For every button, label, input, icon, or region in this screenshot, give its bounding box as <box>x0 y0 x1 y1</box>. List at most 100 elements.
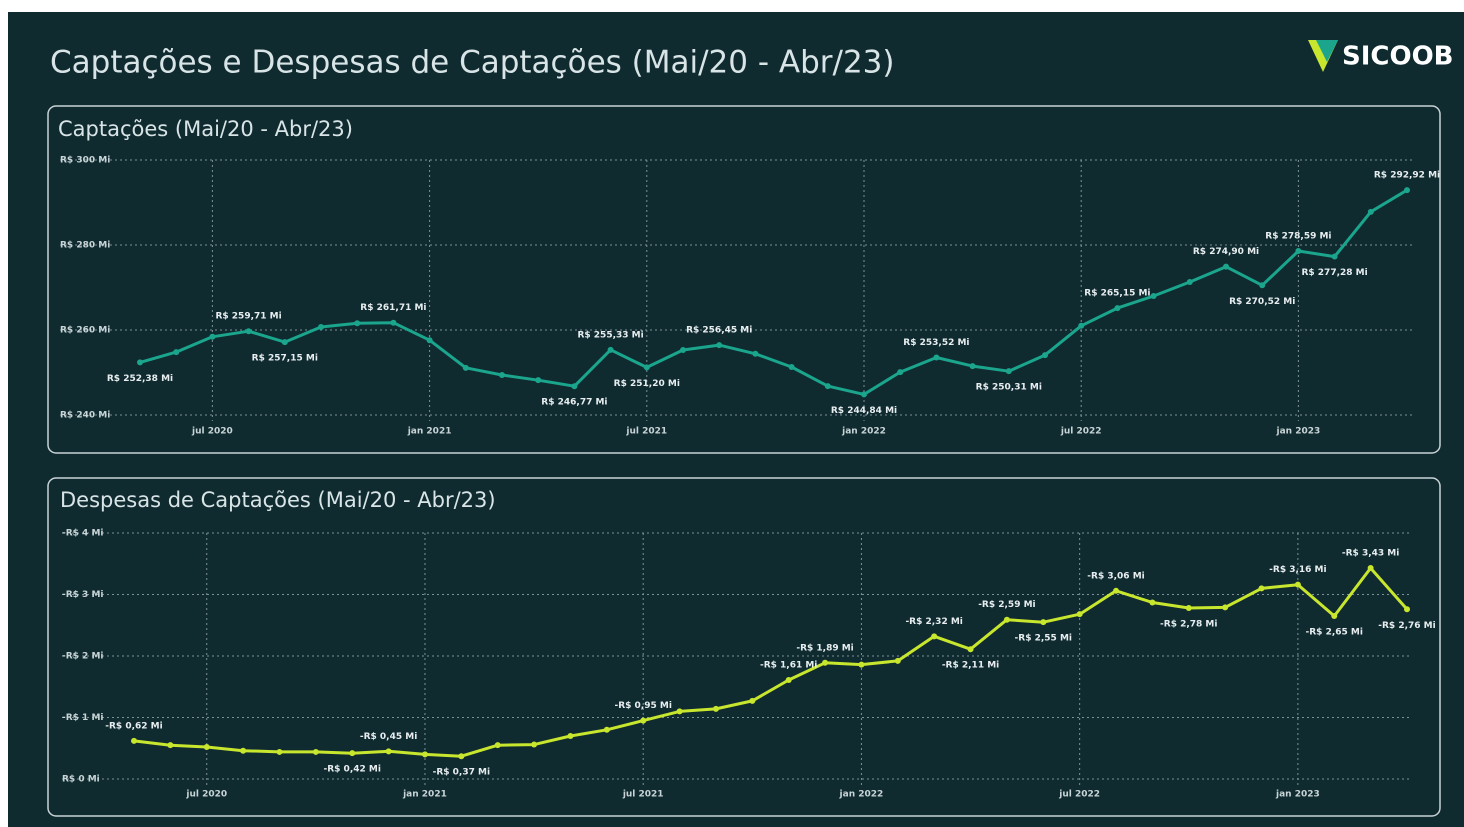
data-point <box>1005 368 1012 375</box>
data-point <box>531 741 538 748</box>
data-point <box>1294 581 1301 588</box>
x-tick-label: jul 2021 <box>625 427 667 437</box>
data-point <box>390 319 397 326</box>
y-tick-label: R$ 240 Mi <box>60 411 110 421</box>
data-label: -R$ 0,45 Mi <box>360 732 417 742</box>
data-label: -R$ 0,42 Mi <box>324 765 381 775</box>
panel <box>47 105 1441 454</box>
data-point <box>494 742 501 749</box>
panel <box>47 477 1441 817</box>
y-tick-label: -R$ 3 Mi <box>62 590 104 600</box>
data-label: R$ 274,90 Mi <box>1193 247 1259 257</box>
data-point <box>426 337 433 344</box>
data-point <box>137 359 143 366</box>
data-point <box>1259 282 1266 289</box>
y-tick-label: R$ 260 Mi <box>60 326 110 336</box>
data-point <box>1295 247 1302 254</box>
data-point <box>1076 611 1083 618</box>
data-point <box>788 363 795 370</box>
data-point <box>680 346 686 353</box>
data-point <box>458 753 465 760</box>
y-tick-label: R$ 280 Mi <box>60 241 110 251</box>
data-label: -R$ 3,06 Mi <box>1087 571 1144 581</box>
panel-title: Captações (Mai/20 - Abr/23) <box>58 117 353 141</box>
data-label: -R$ 0,37 Mi <box>433 768 490 778</box>
data-point <box>1222 604 1229 611</box>
data-label: -R$ 2,65 Mi <box>1306 628 1363 638</box>
data-point <box>203 744 210 751</box>
series-line <box>139 188 1408 396</box>
y-tick-label: -R$ 2 Mi <box>62 652 104 662</box>
data-label: R$ 265,15 Mi <box>1084 289 1150 299</box>
data-label: -R$ 2,59 Mi <box>978 600 1035 610</box>
data-point <box>897 369 904 376</box>
data-label: R$ 261,71 Mi <box>360 303 426 313</box>
data-label: R$ 251,20 Mi <box>614 379 680 389</box>
data-point <box>385 748 392 755</box>
data-point <box>1404 606 1410 613</box>
y-tick-label: R$ 300 Mi <box>60 156 110 166</box>
data-label: -R$ 0,95 Mi <box>614 701 671 711</box>
data-point <box>933 354 940 361</box>
data-point <box>752 350 759 357</box>
data-point <box>822 659 829 666</box>
data-label: R$ 257,15 Mi <box>252 354 318 364</box>
data-point <box>712 705 719 712</box>
x-tick-label: jul 2022 <box>1060 427 1102 437</box>
data-label: -R$ 2,55 Mi <box>1015 634 1072 644</box>
data-label: -R$ 2,32 Mi <box>905 617 962 627</box>
logo-text: SICOOB <box>1342 42 1454 72</box>
data-point <box>1078 322 1085 329</box>
data-point <box>676 708 683 715</box>
x-tick-label: jul 2021 <box>622 790 664 800</box>
data-label: -R$ 3,43 Mi <box>1342 549 1399 559</box>
data-label: R$ 259,71 Mi <box>215 312 281 322</box>
data-point <box>785 676 792 683</box>
data-point <box>240 747 247 754</box>
data-point <box>643 364 650 371</box>
x-tick-label: jul 2022 <box>1058 790 1100 800</box>
panel-title: Despesas de Captações (Mai/20 - Abr/23) <box>60 488 496 512</box>
data-label: -R$ 1,61 Mi <box>760 660 817 670</box>
data-point <box>1185 605 1192 612</box>
x-tick-label: jan 2023 <box>1275 790 1320 800</box>
x-tick-label: jan 2021 <box>407 427 452 437</box>
data-point <box>749 697 756 704</box>
data-label: R$ 250,31 Mi <box>976 383 1042 393</box>
data-point <box>1404 187 1410 194</box>
data-point <box>499 372 505 379</box>
data-point <box>281 339 288 346</box>
data-point <box>1223 263 1229 270</box>
y-tick-label: R$ 0 Mi <box>62 775 100 785</box>
data-point <box>1113 587 1120 594</box>
data-label: R$ 255,33 Mi <box>577 330 643 340</box>
data-label: -R$ 0,62 Mi <box>105 721 162 731</box>
data-point <box>607 346 614 353</box>
data-point <box>1331 253 1338 260</box>
data-point <box>1367 565 1374 572</box>
data-point <box>173 349 180 356</box>
data-label: -R$ 2,11 Mi <box>942 661 999 671</box>
data-point <box>1258 585 1265 592</box>
data-point <box>894 657 901 664</box>
data-label: R$ 244,84 Mi <box>831 406 897 416</box>
data-point <box>1114 305 1121 312</box>
background <box>8 12 1464 827</box>
y-tick-label: -R$ 4 Mi <box>62 529 104 539</box>
data-point <box>349 750 356 757</box>
x-tick-label: jan 2022 <box>839 790 884 800</box>
data-label: R$ 246,77 Mi <box>541 398 607 408</box>
data-point <box>1040 619 1047 626</box>
x-tick-label: jul 2020 <box>185 790 227 800</box>
x-tick-label: jul 2020 <box>191 427 233 437</box>
data-point <box>567 732 574 739</box>
data-point <box>1149 599 1156 606</box>
data-point <box>858 661 865 668</box>
data-point <box>276 748 283 755</box>
data-point <box>209 333 216 340</box>
data-label: -R$ 1,89 Mi <box>796 643 853 653</box>
data-point <box>967 646 974 653</box>
data-point <box>354 320 361 327</box>
data-point <box>1150 293 1157 299</box>
